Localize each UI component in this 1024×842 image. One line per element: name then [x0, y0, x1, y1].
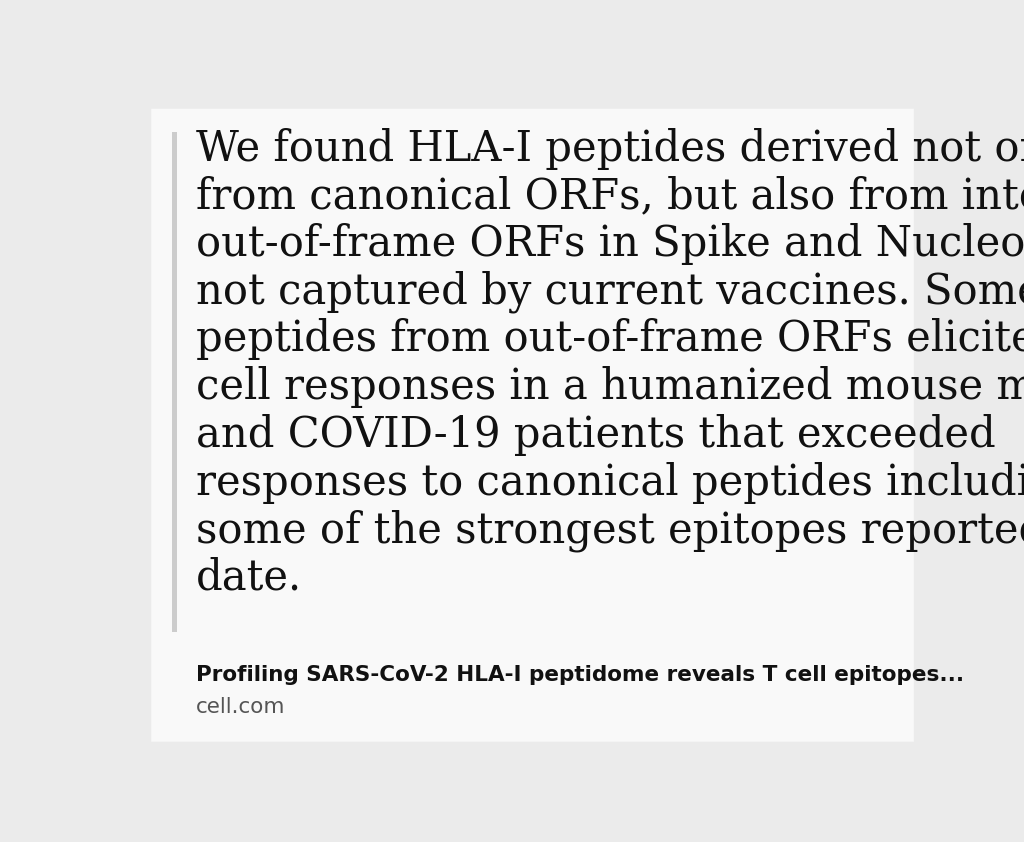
Text: date.: date.	[197, 557, 302, 599]
Text: cell responses in a humanized mouse model: cell responses in a humanized mouse mode…	[197, 366, 1024, 408]
Text: We found HLA-I peptides derived not only: We found HLA-I peptides derived not only	[197, 127, 1024, 170]
Text: and COVID-19 patients that exceeded: and COVID-19 patients that exceeded	[197, 413, 996, 456]
Text: responses to canonical peptides including: responses to canonical peptides includin…	[197, 461, 1024, 504]
Text: out-of-frame ORFs in Spike and Nucleocapsid: out-of-frame ORFs in Spike and Nucleocap…	[197, 222, 1024, 264]
Text: peptides from out-of-frame ORFs elicited T: peptides from out-of-frame ORFs elicited…	[197, 318, 1024, 360]
Text: Profiling SARS-CoV-2 HLA-I peptidome reveals T cell epitopes...: Profiling SARS-CoV-2 HLA-I peptidome rev…	[197, 664, 965, 685]
Text: not captured by current vaccines. Some: not captured by current vaccines. Some	[197, 270, 1024, 313]
Bar	[172, 132, 177, 632]
Text: some of the strongest epitopes reported to: some of the strongest epitopes reported …	[197, 509, 1024, 552]
Text: from canonical ORFs, but also from internal: from canonical ORFs, but also from inter…	[197, 175, 1024, 217]
FancyBboxPatch shape	[152, 109, 913, 742]
Text: cell.com: cell.com	[197, 697, 286, 717]
